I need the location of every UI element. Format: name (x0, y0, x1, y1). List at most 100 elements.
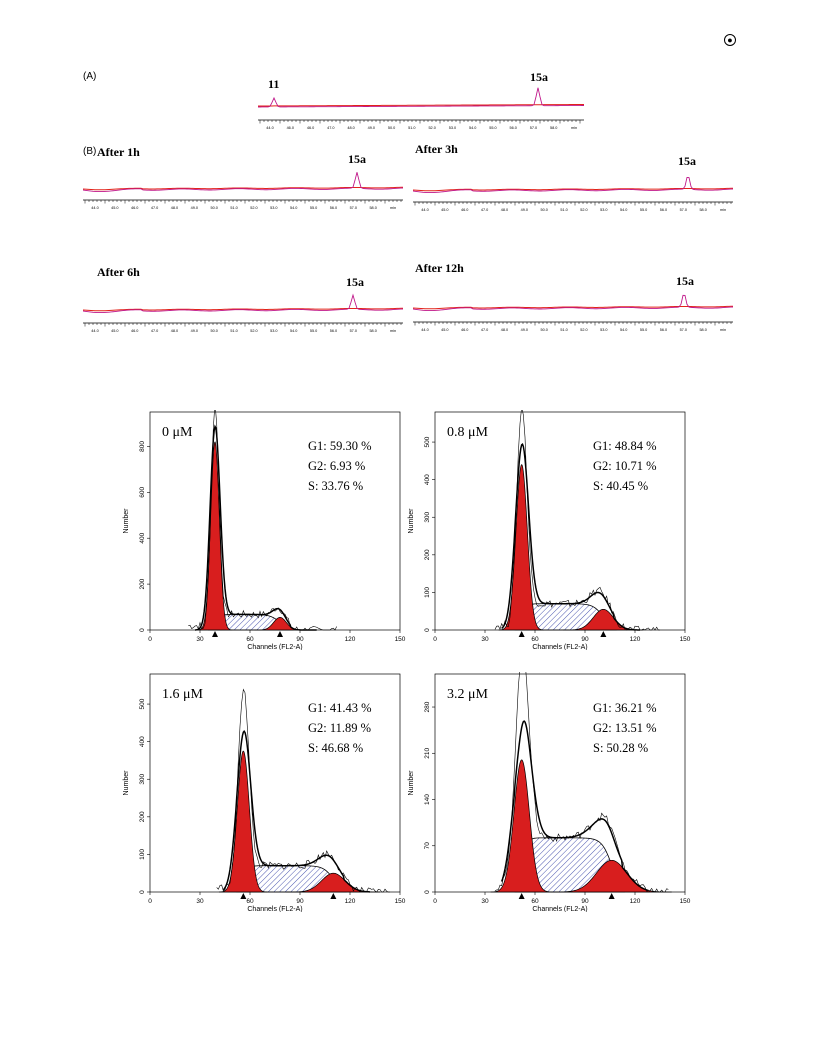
axis-tick-label: min (390, 329, 396, 333)
axis-tick-label: 50.0 (541, 208, 548, 212)
axis-tick-label: 48.0 (501, 208, 508, 212)
axis-tick-label: 44.0 (421, 208, 428, 212)
axis-tick-label: 57.0 (350, 206, 357, 210)
phase-stat: G1: 48.84 % (593, 439, 657, 453)
y-tick-label: 500 (139, 698, 146, 709)
axis-tick-label: 55.0 (489, 126, 496, 130)
axis-tick-label: min (571, 126, 577, 130)
x-tick-label: 150 (395, 898, 406, 905)
histogram-0uM: 0 30 60 90 120 150 0 200 400 600 800 Channels (FL2-… (120, 410, 410, 650)
x-tick-label: 0 (148, 636, 152, 643)
axis-tick-label: 54.0 (290, 206, 297, 210)
phase-stat: G2: 13.51 % (593, 721, 657, 735)
x-tick-label: 90 (296, 636, 304, 643)
x-tick-label: 120 (630, 898, 641, 905)
x-tick-label: 60 (246, 898, 254, 905)
axis-tick-label: 58.0 (550, 126, 557, 130)
axis-tick-label: 51.0 (560, 208, 567, 212)
y-tick-label: 200 (424, 549, 431, 560)
axis-tick-label: 44.0 (266, 126, 273, 130)
phase-stat: S: 40.45 % (593, 479, 648, 493)
y-tick-label: 70 (424, 842, 431, 850)
axis-tick-label: 56.0 (660, 328, 667, 332)
trace-peak-label: 15a (346, 275, 364, 289)
y-tick-label: 100 (139, 849, 146, 860)
histogram-0-8uM: 0 30 60 90 120 150 0 100 200 300 400 500 Channels (F… (405, 410, 695, 650)
axis-tick-label: 47.0 (481, 208, 488, 212)
phase-stat: G1: 59.30 % (308, 439, 372, 453)
hplc-trace-12h: 44.0 45.0 46.0 47.0 48.0 49.0 50.0 51.0 52.0 53.0… (413, 286, 733, 332)
peak-marker (212, 631, 218, 637)
chromatogram-trace (258, 87, 584, 108)
y-tick-label: 0 (139, 890, 146, 894)
axis-tick-label: 53.0 (270, 329, 277, 333)
y-tick-label: 500 (424, 436, 431, 447)
axis-tick-label: 52.0 (428, 126, 435, 130)
trace-peak-label: 15a (676, 274, 694, 288)
axis-tick-label: 58.0 (699, 208, 706, 212)
axis-tick-label: 49.0 (368, 126, 375, 130)
phase-stat: G2: 11.89 % (308, 721, 371, 735)
axis-tick-label: 56.0 (660, 208, 667, 212)
chromatogram-trace (83, 293, 403, 314)
axis-tick-label: 56.0 (330, 206, 337, 210)
open-access-icon: ● (724, 34, 736, 46)
axis-tick-label: 44.0 (91, 329, 98, 333)
axis-tick-label: min (720, 208, 726, 212)
hplc-trace-3h: 44.0 45.0 46.0 47.0 48.0 49.0 50.0 51.0 52.0 53.0… (413, 166, 733, 212)
x-tick-label: 90 (296, 898, 304, 905)
y-tick-label: 200 (139, 578, 146, 589)
raw-histogram (494, 410, 660, 631)
axis-tick-label: 53.0 (600, 208, 607, 212)
condition-label: 0.8 μM (447, 425, 489, 440)
axis-tick-label: 45.0 (441, 208, 448, 212)
x-tick-label: 30 (481, 898, 489, 905)
hplc-trace-a: 44.0 46.0 46.0 47.0 48.0 49.0 50.0 51.0 52.0 53.0… (258, 84, 584, 130)
peak-marker (608, 893, 615, 899)
axis-tick-label: 44.0 (91, 206, 98, 210)
chromatogram-trace (413, 176, 733, 194)
raw-histogram (188, 410, 337, 631)
x-tick-label: 30 (196, 898, 204, 905)
peak-marker (277, 631, 283, 637)
axis-tick-label: 47.0 (327, 126, 334, 130)
x-tick-label: 30 (196, 636, 204, 643)
hplc-trace-6h: 44.0 45.0 46.0 47.0 48.0 49.0 50.0 51.0 52.0 53.0… (83, 287, 403, 333)
axis-tick-label: 51.0 (230, 329, 237, 333)
x-tick-label: 60 (531, 898, 539, 905)
axis-tick-label: 56.0 (510, 126, 517, 130)
x-tick-label: 0 (433, 636, 437, 643)
x-axis-label: Channels (FL2-A) (532, 906, 587, 912)
y-tick-label: 600 (139, 487, 146, 498)
histogram-1-6uM: 0 30 60 90 120 150 0 100 200 300 400 500 Channels (F… (120, 672, 410, 912)
y-tick-label: 300 (424, 511, 431, 522)
baseline-trace (83, 307, 403, 312)
axis-tick-label: 44.0 (421, 328, 428, 332)
y-tick-label: 400 (139, 532, 146, 543)
axis-tick-label: 49.0 (521, 208, 528, 212)
fit-envelope (194, 424, 317, 631)
phase-stat: S: 46.68 % (308, 741, 363, 755)
axis-tick-label: 49.0 (191, 206, 198, 210)
raw-histogram (216, 688, 390, 893)
axis-tick-label: 48.0 (171, 329, 178, 333)
g1-peak (197, 441, 233, 631)
x-tick-label: 120 (630, 636, 641, 643)
condition-label: 0 μM (162, 425, 193, 440)
axis-tick-label: 48.0 (347, 126, 354, 130)
x-tick-label: 150 (680, 898, 691, 905)
peak-marker (330, 893, 337, 899)
axis-tick-label: 46.0 (307, 126, 314, 130)
y-tick-label: 400 (424, 474, 431, 485)
panel-a-label: (A) (83, 71, 97, 82)
x-tick-label: 60 (246, 636, 254, 643)
trace-time-label: After 1h (97, 145, 140, 159)
peak-marker (240, 893, 247, 899)
axis-tick-label: 53.0 (449, 126, 456, 130)
x-tick-label: 0 (433, 898, 437, 905)
x-tick-label: 90 (581, 898, 589, 905)
axis-tick-label: 52.0 (580, 208, 587, 212)
phase-stat: S: 33.76 % (308, 479, 363, 493)
y-tick-label: 0 (139, 628, 146, 632)
axis-tick-label: 46.0 (461, 328, 468, 332)
